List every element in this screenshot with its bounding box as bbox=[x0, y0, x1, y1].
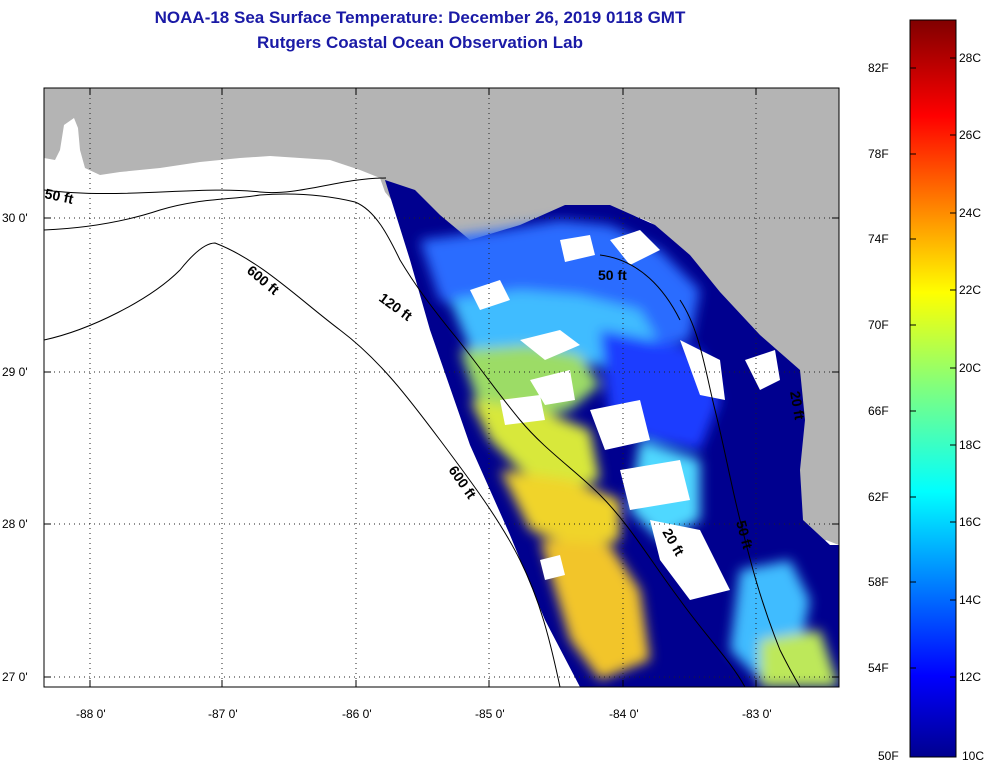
lat-label: 29 0' bbox=[2, 365, 28, 379]
lon-label: -87 0' bbox=[208, 707, 238, 721]
lon-label: -88 0' bbox=[76, 707, 106, 721]
map-subtitle: Rutgers Coastal Ocean Observation Lab bbox=[257, 33, 583, 52]
contour-50ft-east bbox=[679, 299, 801, 687]
land-mass bbox=[44, 88, 839, 555]
lat-label: 28 0' bbox=[2, 517, 28, 531]
lat-label: 27 0' bbox=[2, 670, 28, 684]
contour-label-50ft-north: 50 ft bbox=[598, 267, 627, 283]
axis-ticks bbox=[44, 88, 839, 687]
colorbar-f-label: 66F bbox=[868, 404, 889, 418]
map-title: NOAA-18 Sea Surface Temperature: Decembe… bbox=[154, 8, 686, 27]
contour-50ft-west bbox=[44, 177, 387, 195]
map-plot-area: 50 ft 600 ft 120 ft 600 ft 50 ft 20 ft 5… bbox=[43, 88, 839, 687]
contour-120ft bbox=[44, 193, 746, 687]
colorbar-f-label: 70F bbox=[868, 318, 889, 332]
colorbar-f-label: 54F bbox=[868, 661, 889, 675]
colorbar-c-label: 22C bbox=[959, 283, 981, 297]
temperature-colorbar bbox=[909, 19, 957, 758]
colorbar-c-label: 14C bbox=[959, 593, 981, 607]
cloud-patches bbox=[470, 230, 780, 600]
colorbar-f-label: 50F bbox=[878, 749, 899, 763]
colorbar-c-label: 20C bbox=[959, 361, 981, 375]
colorbar-c-label: 12C bbox=[959, 670, 981, 684]
depth-contours bbox=[44, 177, 801, 687]
contour-label-50ft-west: 50 ft bbox=[43, 185, 75, 207]
colorbar-c-label: 28C bbox=[959, 51, 981, 65]
colorbar-f-label: 78F bbox=[868, 147, 889, 161]
contour-600ft bbox=[44, 242, 561, 687]
lat-label: 30 0' bbox=[2, 211, 28, 225]
colorbar-f-label: 58F bbox=[868, 575, 889, 589]
colorbar-c-label: 24C bbox=[959, 206, 981, 220]
lon-label: -83 0' bbox=[742, 707, 772, 721]
contour-20ft bbox=[599, 254, 681, 321]
colorbar-c-label: 16C bbox=[959, 515, 981, 529]
lon-label: -84 0' bbox=[609, 707, 639, 721]
colorbar-ticks bbox=[910, 57, 956, 678]
lon-label: -86 0' bbox=[342, 707, 372, 721]
contour-label-50ft-east: 50 ft bbox=[733, 519, 756, 551]
contour-label-20ft-northeast: 20 ft bbox=[787, 390, 808, 421]
colorbar-f-label: 74F bbox=[868, 232, 889, 246]
colorbar-c-label: 10C bbox=[962, 749, 984, 763]
colorbar-f-label: 82F bbox=[868, 61, 889, 75]
colorbar-c-label: 18C bbox=[959, 438, 981, 452]
colorbar-f-label: 62F bbox=[868, 490, 889, 504]
colorbar-c-label: 26C bbox=[959, 128, 981, 142]
lon-label: -85 0' bbox=[475, 707, 505, 721]
map-border bbox=[43, 87, 840, 688]
